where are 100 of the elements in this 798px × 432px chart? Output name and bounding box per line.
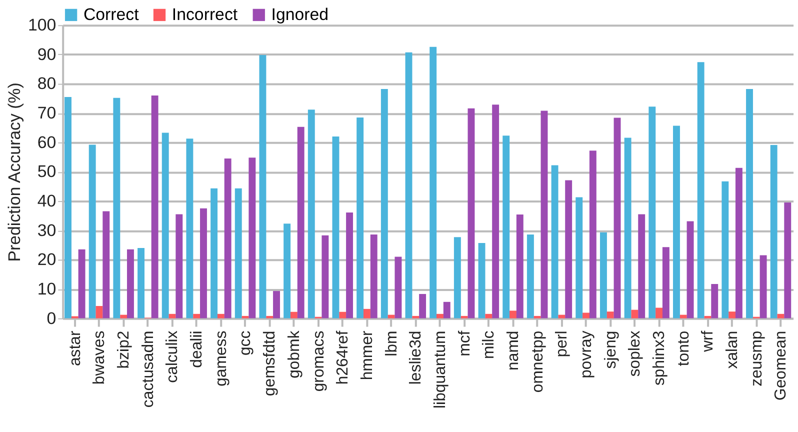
bar [704, 316, 712, 318]
bar [242, 316, 249, 318]
bar [138, 248, 144, 318]
bar [210, 188, 218, 318]
bar [540, 110, 548, 318]
bar [784, 202, 792, 318]
bar [380, 89, 388, 318]
x-tick-label: gemsfdtd [262, 330, 279, 396]
x-tick-label: gobmk [286, 330, 303, 378]
x-tick-label: h264ref [334, 330, 352, 385]
bar [363, 308, 370, 318]
x-tick-label: omnetpp [529, 330, 546, 393]
x-tick-label: dealii [188, 330, 206, 368]
bar [322, 235, 329, 318]
bar [176, 214, 183, 318]
bar [266, 316, 274, 318]
bar [460, 316, 468, 318]
bar [697, 62, 704, 318]
x-tick-label: libquantum [432, 330, 449, 408]
bar [565, 180, 572, 318]
y-tick-label: 50 [37, 162, 56, 182]
bar [436, 314, 444, 318]
bar [388, 314, 395, 318]
y-tick-label: 0 [46, 308, 56, 328]
bar [419, 294, 426, 318]
bar [186, 138, 194, 318]
bar [412, 316, 420, 318]
bar [200, 208, 207, 318]
bar [394, 256, 402, 318]
bar [96, 306, 103, 318]
y-tick-label: 80 [37, 74, 56, 94]
legend-label: Correct [83, 4, 140, 24]
bar [711, 284, 718, 318]
bar [454, 237, 461, 318]
bar [673, 126, 680, 318]
bar [113, 98, 120, 318]
bar [510, 310, 516, 318]
y-tick-label: 30 [37, 220, 56, 240]
x-tick-label: astar [66, 330, 84, 366]
bar [126, 249, 134, 318]
x-tick-label: tonto [675, 330, 692, 366]
bar [370, 234, 378, 318]
bar [746, 89, 753, 318]
bar [600, 232, 607, 318]
x-tick-label: hmmer [358, 330, 376, 380]
y-tick-label: 70 [37, 104, 56, 123]
bar [468, 108, 475, 318]
bar [88, 144, 96, 318]
bar [248, 158, 256, 318]
x-tick-label: wrf [700, 330, 717, 353]
bar [722, 181, 729, 318]
x-tick-label: gcc [237, 330, 254, 356]
bar [589, 150, 596, 318]
bar [234, 188, 242, 318]
y-tick-label: 100 [28, 16, 56, 35]
legend-label: Incorrect [172, 4, 238, 24]
bar [516, 214, 524, 318]
bar [638, 214, 646, 318]
bar [648, 106, 656, 318]
x-tick-label: milc [480, 330, 498, 359]
x-tick-label: namd [504, 330, 522, 370]
x-tick-label: sjeng [602, 330, 620, 369]
bar [606, 312, 614, 318]
x-tick-label: perl [554, 330, 571, 358]
y-tick-label: 10 [37, 279, 56, 298]
bar [290, 312, 298, 318]
bar [478, 242, 486, 318]
bar [64, 96, 72, 318]
legend-label: Ignored [271, 4, 329, 24]
bar [582, 312, 590, 318]
y-tick-label: 20 [37, 250, 56, 270]
x-tick-label: cactusadm [140, 330, 157, 408]
bar [430, 46, 437, 318]
y-tick-label: 90 [37, 44, 56, 64]
bar [760, 255, 767, 318]
x-tick-label: lbm [383, 330, 400, 356]
bar [405, 52, 412, 318]
bar [502, 136, 510, 318]
x-tick-label: bzip2 [116, 330, 133, 369]
bar [162, 132, 169, 318]
y-tick-label: 40 [37, 192, 56, 211]
bar [339, 312, 346, 318]
x-tick-label: mcf [456, 330, 474, 356]
bar [534, 316, 541, 318]
bar [492, 104, 500, 318]
bar [346, 212, 354, 318]
bar [356, 117, 364, 318]
bar [443, 302, 450, 318]
bar [735, 168, 742, 318]
bar [297, 126, 304, 318]
y-axis-title: Prediction Accuracy (%) [5, 82, 24, 262]
bar [308, 110, 315, 318]
bar [728, 312, 736, 318]
bar [217, 314, 224, 318]
y-tick-label: 60 [37, 132, 56, 152]
bar [102, 211, 110, 318]
x-tick-label: sphinx3 [651, 330, 668, 386]
x-tick-label: Geomean [772, 330, 790, 401]
bar [284, 224, 291, 318]
bar [526, 234, 534, 318]
